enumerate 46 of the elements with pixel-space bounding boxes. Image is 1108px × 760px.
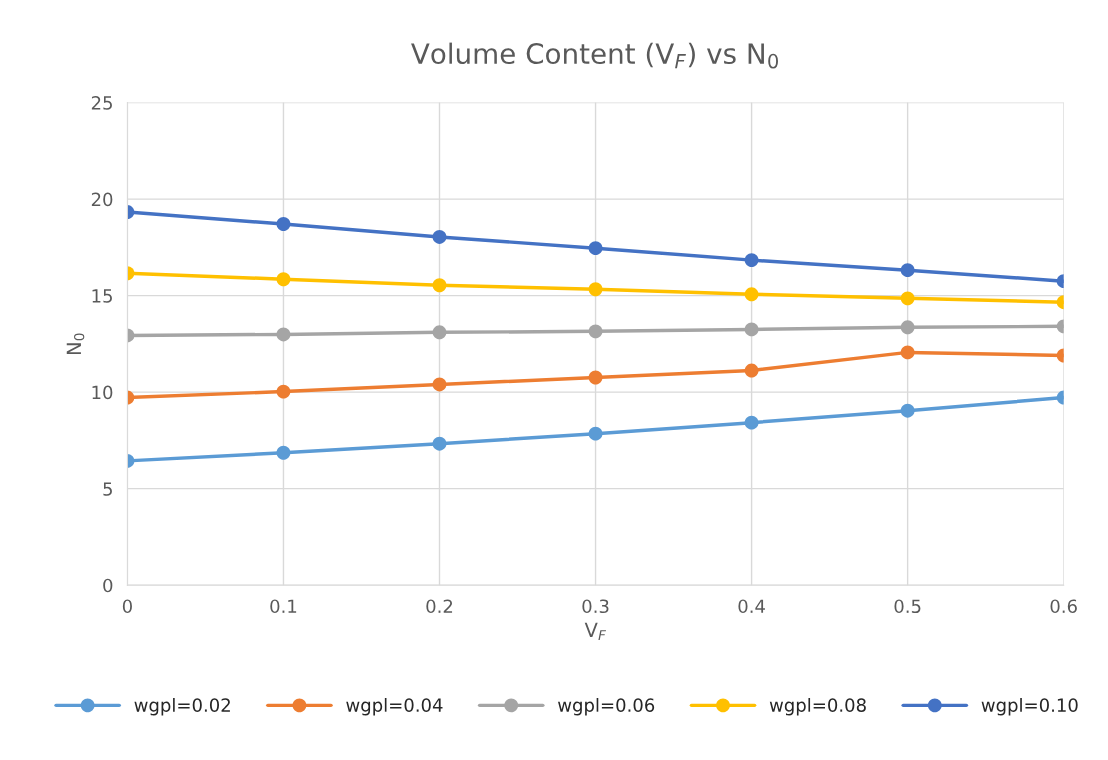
point [276, 445, 291, 460]
point [744, 287, 759, 302]
point [276, 384, 291, 399]
point [276, 217, 291, 231]
point [432, 325, 447, 340]
y-tick-label: 10 [92, 385, 113, 400]
point [432, 278, 447, 293]
x-tick-label: 0.2 [426, 599, 453, 614]
point [588, 426, 603, 441]
y-tick-label: 15 [92, 289, 112, 303]
point [588, 282, 603, 297]
point [276, 272, 291, 287]
x-tick-label: 0.5 [894, 599, 921, 614]
legend-label: wgpl=0.06 [558, 697, 655, 716]
point [744, 415, 759, 430]
x-axis-title: V$_{F}$ [584, 622, 607, 641]
point [432, 230, 447, 244]
x-tick-label: 0.3 [582, 599, 609, 614]
x-tick-label: 0.6 [1050, 599, 1077, 614]
point [900, 403, 915, 418]
point [900, 263, 915, 278]
x-tick-label: 0.4 [738, 599, 765, 614]
point [588, 241, 603, 256]
point [900, 345, 915, 360]
x-tick-label: 0.1 [270, 599, 297, 614]
legend-label: wgpl=0.10 [981, 697, 1078, 716]
chart-title: Volume Content (V$_{F}$) vs N$_{0}$ [411, 42, 779, 69]
legend-label: wgpl=0.08 [769, 697, 866, 716]
point [432, 377, 447, 392]
y-axis-title: N$_{0}$ [66, 333, 85, 355]
point [588, 370, 603, 385]
legend-label: wgpl=0.02 [134, 697, 230, 716]
point [744, 253, 759, 268]
point [432, 436, 447, 451]
y-tick-label: 25 [91, 96, 112, 110]
legend-label: wgpl=0.04 [346, 697, 443, 716]
y-tick-label: 5 [103, 482, 112, 496]
point [900, 291, 915, 306]
point [900, 320, 915, 335]
y-tick-label: 0 [103, 578, 113, 593]
x-tick-label: 0 [122, 599, 132, 614]
y-tick-label: 20 [91, 192, 113, 207]
point [744, 363, 759, 378]
point [744, 322, 759, 337]
point [588, 324, 603, 339]
point [276, 327, 291, 342]
